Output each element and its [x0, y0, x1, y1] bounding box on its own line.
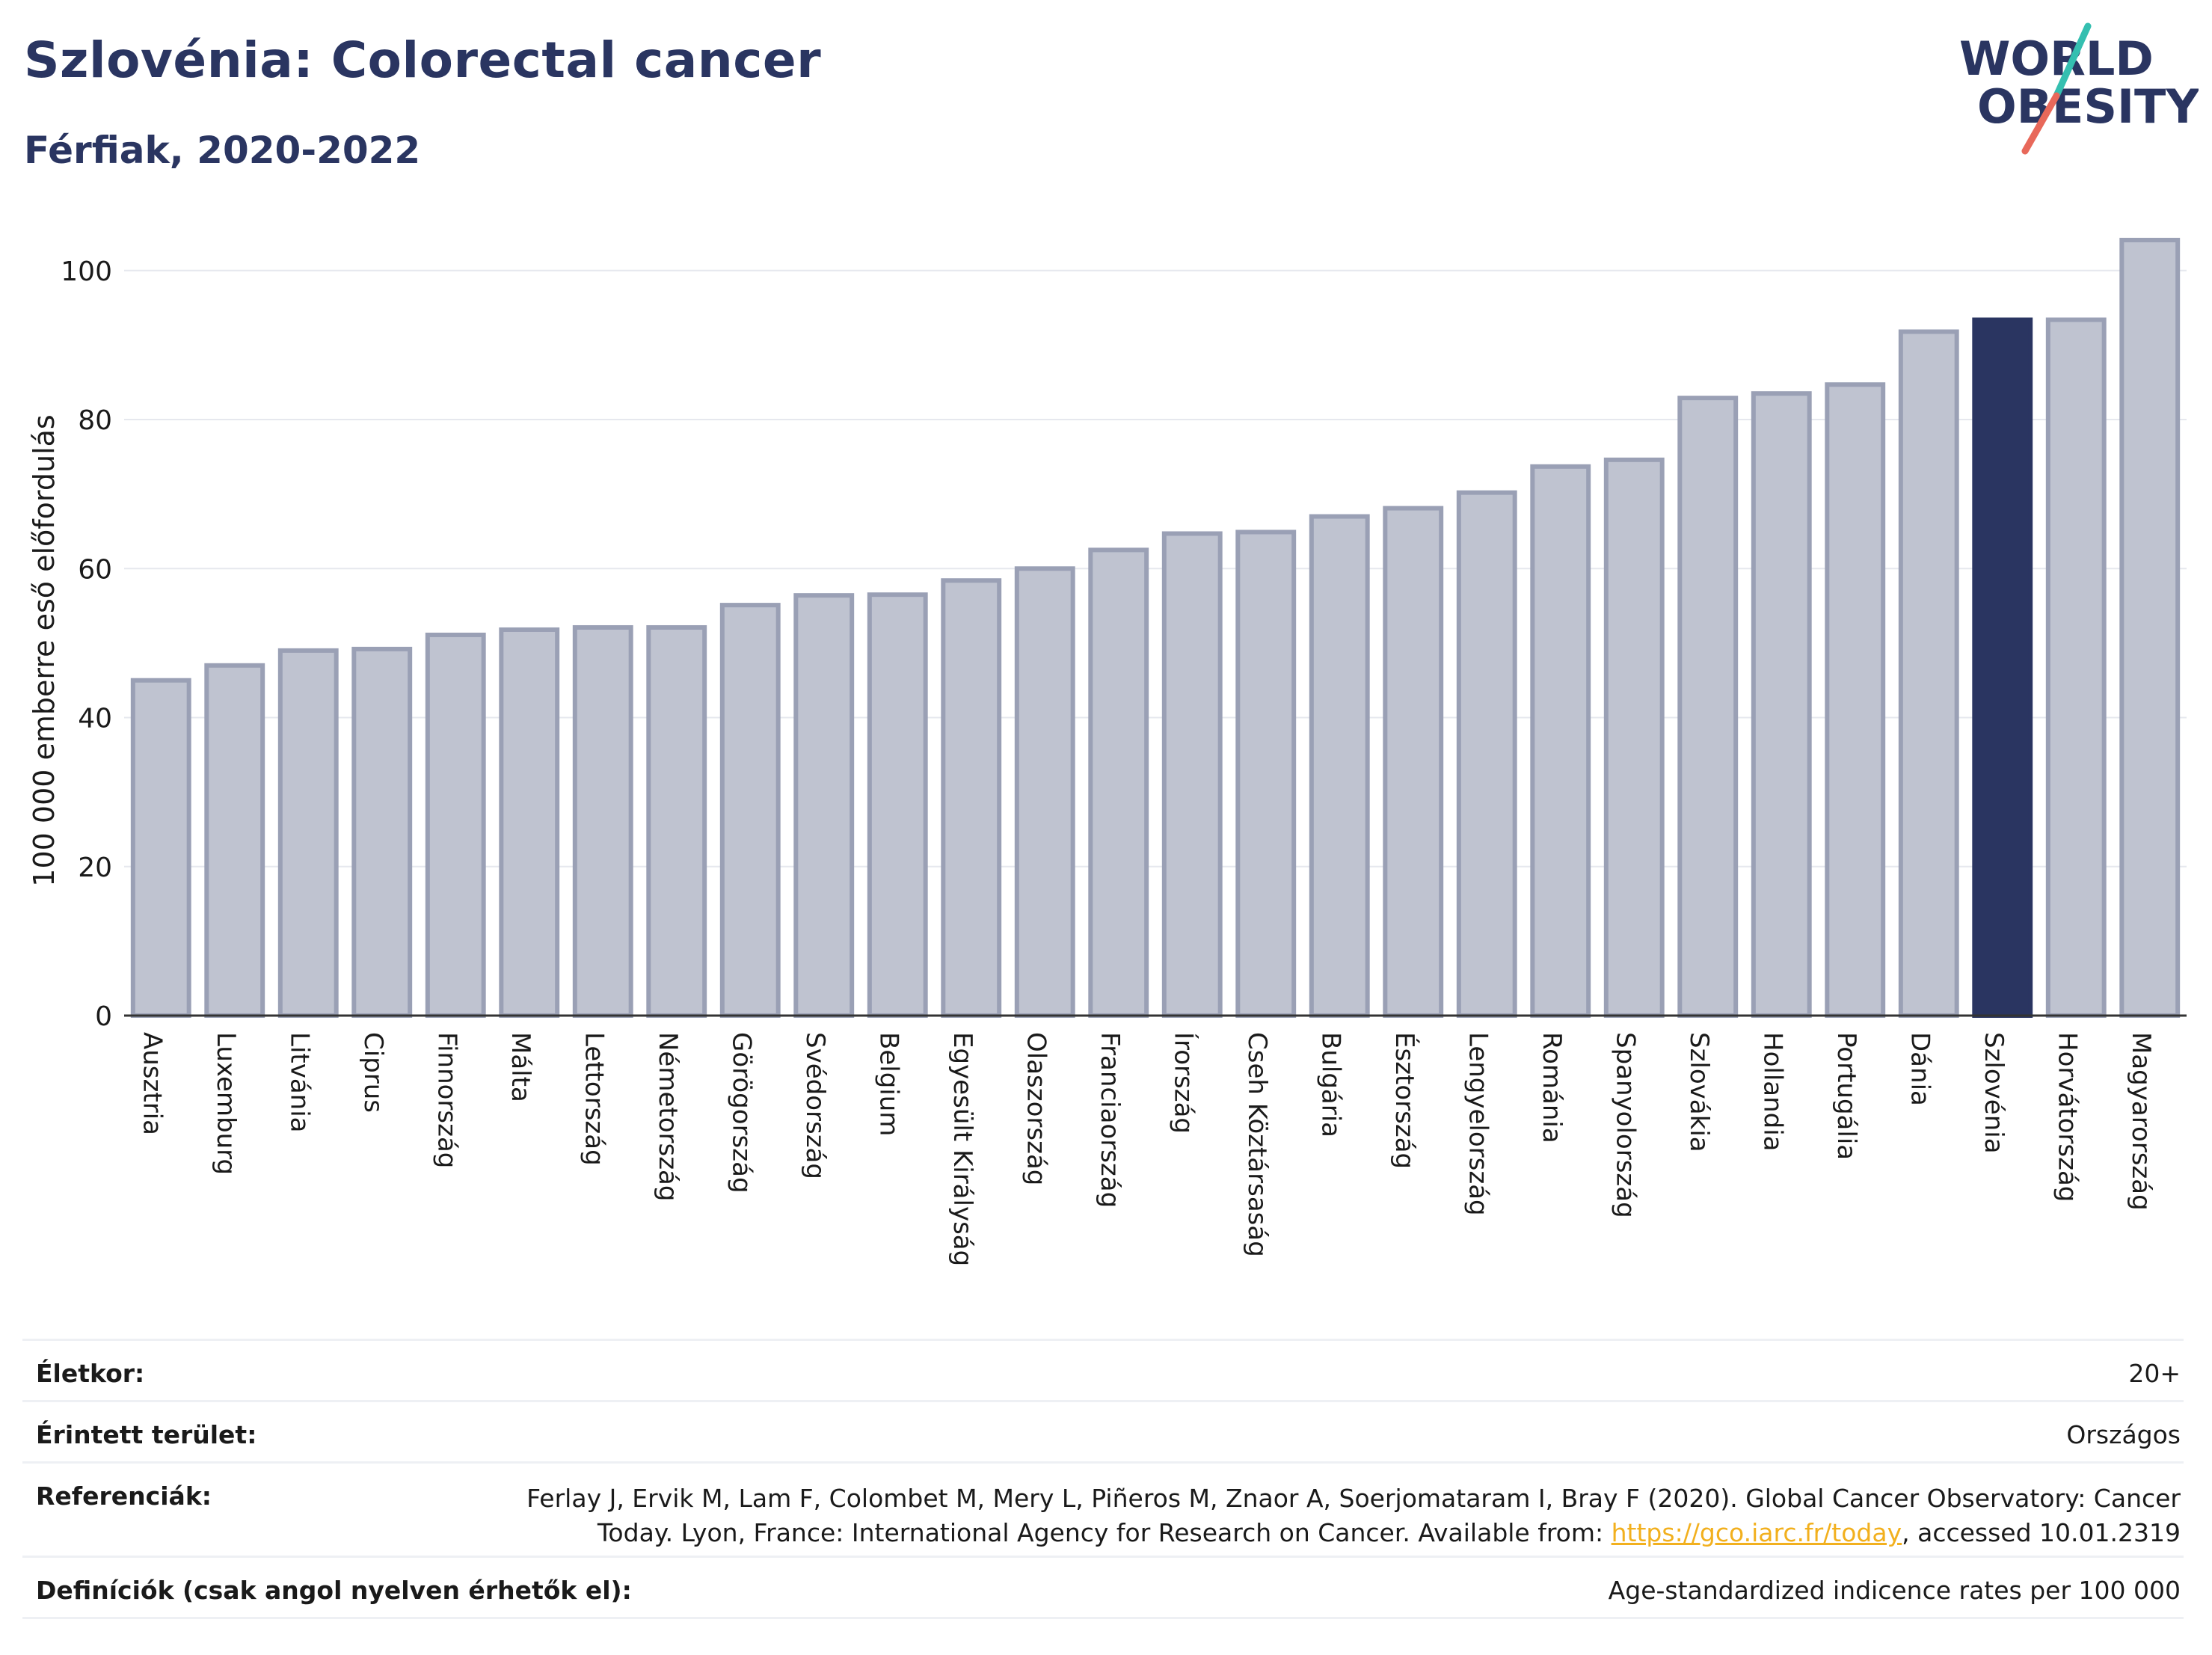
x-tick-label: Írország: [1168, 1032, 1199, 1134]
definitions-label: Definíciók (csak angol nyelven érhetők e…: [36, 1576, 632, 1605]
bar: [941, 578, 1002, 1018]
area-label: Érintett terület:: [36, 1420, 257, 1449]
divider: [22, 1400, 2184, 1402]
bar: [793, 593, 855, 1018]
reference-line-1: Ferlay J, Ervik M, Lam F, Colombet M, Me…: [526, 1484, 2181, 1513]
bar: [1751, 391, 1812, 1018]
chart-subtitle: Férfiak, 2020-2022: [24, 129, 421, 172]
x-tick-label: Horvátország: [2052, 1032, 2082, 1202]
bar: [1603, 457, 1665, 1018]
x-tick-label: Bulgária: [1315, 1032, 1345, 1137]
logo-slash-teal: [2053, 22, 2092, 99]
definitions-value: Age-standardized indicence rates per 100…: [1608, 1576, 2181, 1605]
x-tick-label: Cseh Köztársaság: [1242, 1032, 1272, 1257]
bar: [2045, 317, 2107, 1018]
y-tick-label: 100: [61, 257, 112, 287]
chart-title: Szlovénia: Colorectal cancer: [24, 31, 822, 89]
x-tick-label: Németország: [653, 1032, 683, 1201]
divider: [22, 1461, 2184, 1464]
logo-slash-red: [2021, 92, 2060, 155]
reference-line-2-post: , accessed 10.01.2319: [1902, 1518, 2181, 1547]
bar: [1014, 566, 1075, 1018]
x-tick-label: Franciaország: [1095, 1032, 1125, 1208]
x-tick-label: Málta: [506, 1032, 535, 1102]
x-tick-label: Észtország: [1389, 1032, 1420, 1169]
bar: [572, 624, 633, 1018]
reference-link[interactable]: https://gco.iarc.fr/today: [1611, 1518, 1902, 1547]
reference-line-2-pre: Today. Lyon, France: International Agenc…: [597, 1518, 1612, 1547]
bar: [204, 663, 265, 1018]
x-tick-label: Finnország: [431, 1032, 461, 1168]
bar: [1456, 490, 1517, 1018]
bars: [130, 237, 2181, 1019]
y-tick-label: 60: [78, 554, 112, 585]
x-tick-label: Olaszország: [1021, 1032, 1051, 1185]
bar: [867, 592, 928, 1018]
bar-chart: 0 20 40 60 80 100 Ausztria Luxemburg Litvánia Cip…: [28, 237, 2187, 1266]
bar: [1825, 382, 1886, 1018]
x-tick-label: Szlovákia: [1684, 1032, 1714, 1152]
bar: [646, 624, 707, 1018]
x-tick-label: Ausztria: [137, 1032, 167, 1135]
x-tick-label: Litvánia: [284, 1032, 314, 1133]
divider: [22, 1339, 2184, 1341]
x-tick-label: Hollandia: [1757, 1032, 1787, 1152]
bar: [130, 678, 191, 1018]
divider: [22, 1617, 2184, 1619]
age-value: 20+: [2128, 1359, 2181, 1388]
x-tick-label: Egyesült Királyság: [947, 1032, 977, 1266]
bar: [1309, 514, 1370, 1018]
bar: [1530, 464, 1591, 1018]
logo-text-world: WORLD: [1959, 31, 2154, 86]
x-tick-label: Portugália: [1831, 1032, 1861, 1160]
x-tick-label: Lengyelország: [1463, 1032, 1493, 1216]
y-axis-label: 100 000 emberre eső előfordulás: [28, 414, 61, 886]
bar: [351, 646, 413, 1018]
x-tick-label: Belgium: [873, 1032, 903, 1136]
x-tick-label: Görögország: [726, 1032, 756, 1194]
x-tick-label: Magyarország: [2126, 1032, 2156, 1211]
world-obesity-logo: WORLD OBESITY: [1959, 22, 2199, 155]
x-tick-label: Spanyolország: [1610, 1032, 1640, 1218]
logo-text-obesity: OBESITY: [1977, 79, 2199, 134]
bar: [499, 627, 560, 1018]
x-tick-label: Ciprus: [358, 1032, 388, 1113]
x-tick-label: Luxemburg: [211, 1032, 241, 1175]
x-tick-label: Lettország: [579, 1032, 609, 1166]
divider: [22, 1556, 2184, 1558]
x-tick-label: Dánia: [1905, 1032, 1935, 1106]
y-tick-label: 20: [78, 853, 112, 883]
references-label: Referenciák:: [36, 1481, 212, 1511]
bar: [425, 632, 486, 1018]
y-tick-label: 80: [78, 405, 112, 436]
bar: [2119, 237, 2181, 1019]
bar: [719, 603, 781, 1018]
bar: [1677, 396, 1739, 1018]
x-tick-label: Szlovénia: [1979, 1032, 2009, 1154]
bar: [277, 648, 339, 1018]
bar: [1898, 329, 1959, 1018]
bar: [1161, 531, 1223, 1018]
bar: [1235, 529, 1297, 1018]
x-tick-label: Svédország: [800, 1032, 830, 1179]
bar: [1383, 506, 1444, 1018]
y-tick-label: 40: [78, 704, 112, 734]
references-value: Ferlay J, Ervik M, Lam F, Colombet M, Me…: [526, 1481, 2181, 1550]
area-value: Országos: [2066, 1420, 2181, 1449]
bar-highlighted: [1972, 317, 2033, 1018]
x-tick-label: Románia: [1537, 1032, 1567, 1143]
bar: [1088, 547, 1149, 1018]
y-tick-label: 0: [95, 1001, 112, 1032]
axes: 0 20 40 60 80 100 Ausztria Luxemburg Litvánia Cip…: [61, 257, 2187, 1266]
age-label: Életkor:: [36, 1359, 145, 1388]
